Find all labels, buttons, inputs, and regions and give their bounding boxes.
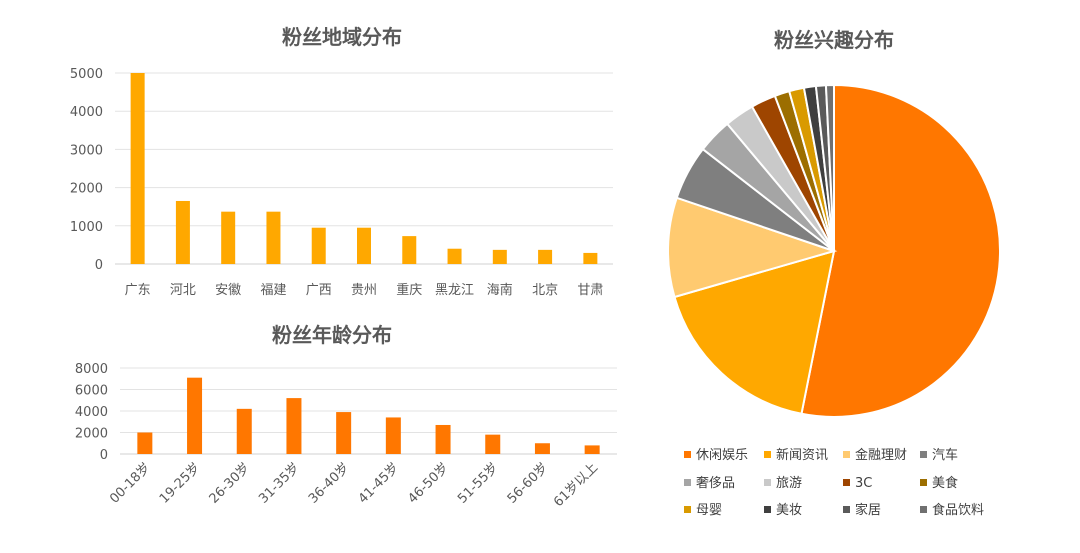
x-tick-label: 重庆	[396, 282, 422, 298]
x-tick-label: 00-18岁	[107, 460, 154, 507]
legend-swatch	[843, 479, 850, 486]
legend-label: 家居	[855, 502, 881, 518]
age-chart-title: 粉丝年龄分布	[272, 323, 392, 347]
bar	[130, 73, 145, 264]
x-tick-label: 广西	[306, 283, 332, 298]
y-tick-label: 4000	[75, 405, 108, 420]
legend-label: 休闲娱乐	[696, 448, 748, 463]
y-tick-label: 8000	[75, 362, 108, 377]
x-tick-label: 北京	[532, 283, 558, 298]
legend-swatch	[684, 451, 691, 458]
x-tick-label: 51-55岁	[455, 460, 502, 507]
bar	[286, 398, 302, 454]
y-tick-label: 0	[95, 258, 103, 273]
bar	[485, 434, 501, 454]
bar	[357, 227, 371, 264]
legend-label: 新闻资讯	[776, 447, 828, 463]
legend-label: 旅游	[776, 476, 802, 491]
y-tick-label: 1000	[70, 220, 103, 235]
legend-swatch	[764, 506, 771, 513]
legend-swatch	[684, 479, 691, 486]
legend-label: 金融理财	[855, 447, 907, 463]
x-tick-label: 19-25岁	[157, 460, 204, 507]
legend-swatch	[920, 451, 927, 458]
legend-label: 食品饮料	[932, 502, 984, 518]
bar	[402, 236, 417, 264]
y-tick-label: 2000	[75, 427, 108, 442]
legend-label: 3C	[855, 476, 872, 491]
legend-swatch	[684, 506, 691, 513]
bar	[137, 432, 153, 454]
y-tick-label: 4000	[70, 105, 103, 120]
y-tick-label: 3000	[70, 143, 103, 158]
pie-slice	[800, 83, 1001, 418]
legend-swatch	[764, 479, 771, 486]
x-tick-label: 海南	[487, 282, 513, 298]
bar	[583, 252, 598, 264]
x-tick-label: 61岁以上	[551, 460, 601, 510]
pie-slice	[824, 83, 835, 252]
bar	[538, 249, 553, 264]
legend-label: 汽车	[932, 447, 958, 463]
legend-swatch	[764, 451, 771, 458]
bar	[447, 248, 462, 264]
legend-label: 美妆	[776, 503, 802, 518]
y-tick-label: 0	[100, 448, 108, 463]
pie-slice	[673, 249, 836, 415]
x-tick-label: 56-60岁	[505, 460, 552, 507]
legend-swatch	[920, 506, 927, 513]
bar	[311, 227, 326, 264]
x-tick-label: 黑龙江	[435, 283, 474, 298]
region-chart: 粉丝地域分布 0 1000 2000 3000 4000 5000 广东 河北 安徽 福建 广西 贵…	[70, 25, 613, 298]
bar	[236, 408, 252, 454]
x-tick-label: 36-40岁	[306, 460, 353, 507]
bar	[336, 412, 352, 454]
interest-chart-title: 粉丝兴趣分布	[774, 28, 894, 52]
pie-slice	[667, 196, 838, 299]
bar	[266, 211, 281, 264]
legend-label: 母婴	[696, 503, 722, 518]
bar	[492, 249, 507, 264]
bar	[175, 200, 190, 264]
bar	[534, 443, 550, 454]
region-chart-title: 粉丝地域分布	[282, 25, 402, 49]
x-tick-label: 26-30岁	[207, 460, 254, 507]
x-tick-label: 河北	[170, 283, 196, 298]
x-tick-label: 贵州	[351, 283, 377, 298]
y-tick-label: 2000	[70, 182, 103, 197]
x-tick-label: 安徽	[215, 283, 241, 298]
y-tick-label: 6000	[75, 384, 108, 399]
legend-swatch	[920, 479, 927, 486]
x-tick-label: 41-45岁	[356, 460, 403, 507]
bar	[221, 211, 236, 264]
x-tick-label: 31-35岁	[256, 460, 303, 507]
legend-label: 美食	[932, 475, 958, 491]
x-tick-label: 广东	[125, 283, 151, 298]
x-tick-label: 46-50岁	[405, 460, 452, 507]
age-chart: 粉丝年龄分布 0 2000 4000 6000 8000 00-18岁 19-25岁 26-…	[75, 323, 617, 510]
y-tick-label: 5000	[70, 67, 103, 82]
legend-swatch	[843, 451, 850, 458]
bar	[435, 424, 451, 454]
bar	[385, 417, 401, 454]
bar	[187, 377, 203, 454]
legend-label: 奢侈品	[696, 476, 735, 491]
x-tick-label: 甘肃	[577, 283, 603, 298]
x-tick-label: 福建	[260, 283, 286, 298]
legend-swatch	[843, 506, 850, 513]
bar	[584, 445, 600, 454]
